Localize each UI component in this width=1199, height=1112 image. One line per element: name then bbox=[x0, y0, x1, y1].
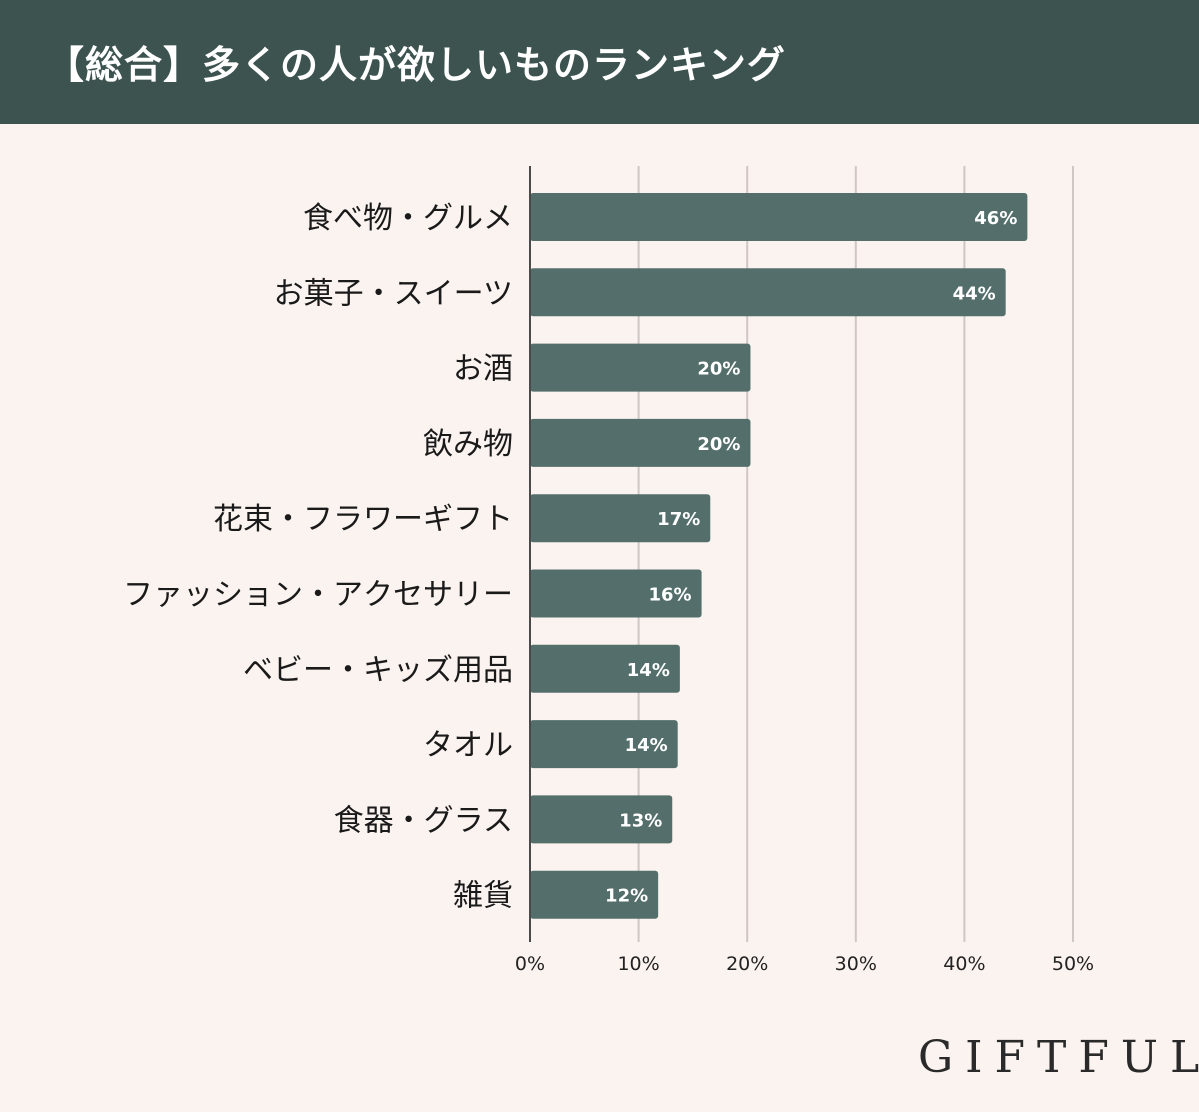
header-bar: 【総合】多くの人が欲しいものランキング bbox=[0, 0, 1199, 124]
bar-value-label: 14% bbox=[627, 660, 670, 681]
bar-value-label: 20% bbox=[697, 359, 740, 380]
category-label: 食器・グラス bbox=[334, 803, 513, 838]
category-label: 花束・フラワーギフト bbox=[213, 502, 513, 537]
bar bbox=[530, 193, 1028, 241]
bar-value-label: 16% bbox=[648, 585, 691, 606]
category-label: お菓子・スイーツ bbox=[274, 276, 513, 311]
bar bbox=[530, 569, 702, 618]
bar-chart: 0% 10% 20% 30% 40% 50% 46% 食べ物・グルメ 44% お菓子・スイーツ 20… bbox=[123, 166, 1094, 975]
x-tick-label: 10% bbox=[617, 953, 659, 975]
bar bbox=[530, 644, 680, 693]
x-tick-label: 50% bbox=[1052, 953, 1094, 975]
bar-value-label: 14% bbox=[625, 735, 668, 756]
x-tick-label: 20% bbox=[726, 953, 768, 975]
category-label: 食べ物・グルメ bbox=[303, 201, 513, 236]
category-label: ファッション・アクセサリー bbox=[123, 578, 513, 613]
x-tick-label: 40% bbox=[943, 953, 985, 975]
bar bbox=[530, 418, 751, 467]
bar bbox=[530, 268, 1006, 317]
bar-value-label: 12% bbox=[605, 886, 648, 907]
bar bbox=[530, 494, 711, 543]
bar-value-label: 17% bbox=[657, 509, 700, 530]
bar bbox=[530, 870, 659, 919]
category-label: お酒 bbox=[453, 352, 513, 387]
x-tick-label: 30% bbox=[835, 953, 877, 975]
category-label: ベビー・キッズ用品 bbox=[243, 653, 513, 688]
bar bbox=[530, 720, 678, 769]
bar-value-label: 46% bbox=[974, 208, 1017, 229]
page-title: 【総合】多くの人が欲しいものランキング bbox=[46, 43, 786, 87]
bar-value-label: 13% bbox=[619, 810, 662, 831]
bar bbox=[530, 795, 673, 844]
bar-value-label: 20% bbox=[697, 434, 740, 455]
x-tick-label: 0% bbox=[515, 953, 545, 975]
category-label: タオル bbox=[423, 728, 513, 763]
category-label: 雑貨 bbox=[453, 879, 513, 914]
bar-value-label: 44% bbox=[953, 283, 996, 304]
category-label: 飲み物 bbox=[423, 427, 513, 462]
bar bbox=[530, 343, 751, 392]
giftful-logo: GIFTFUL bbox=[918, 1032, 1199, 1083]
